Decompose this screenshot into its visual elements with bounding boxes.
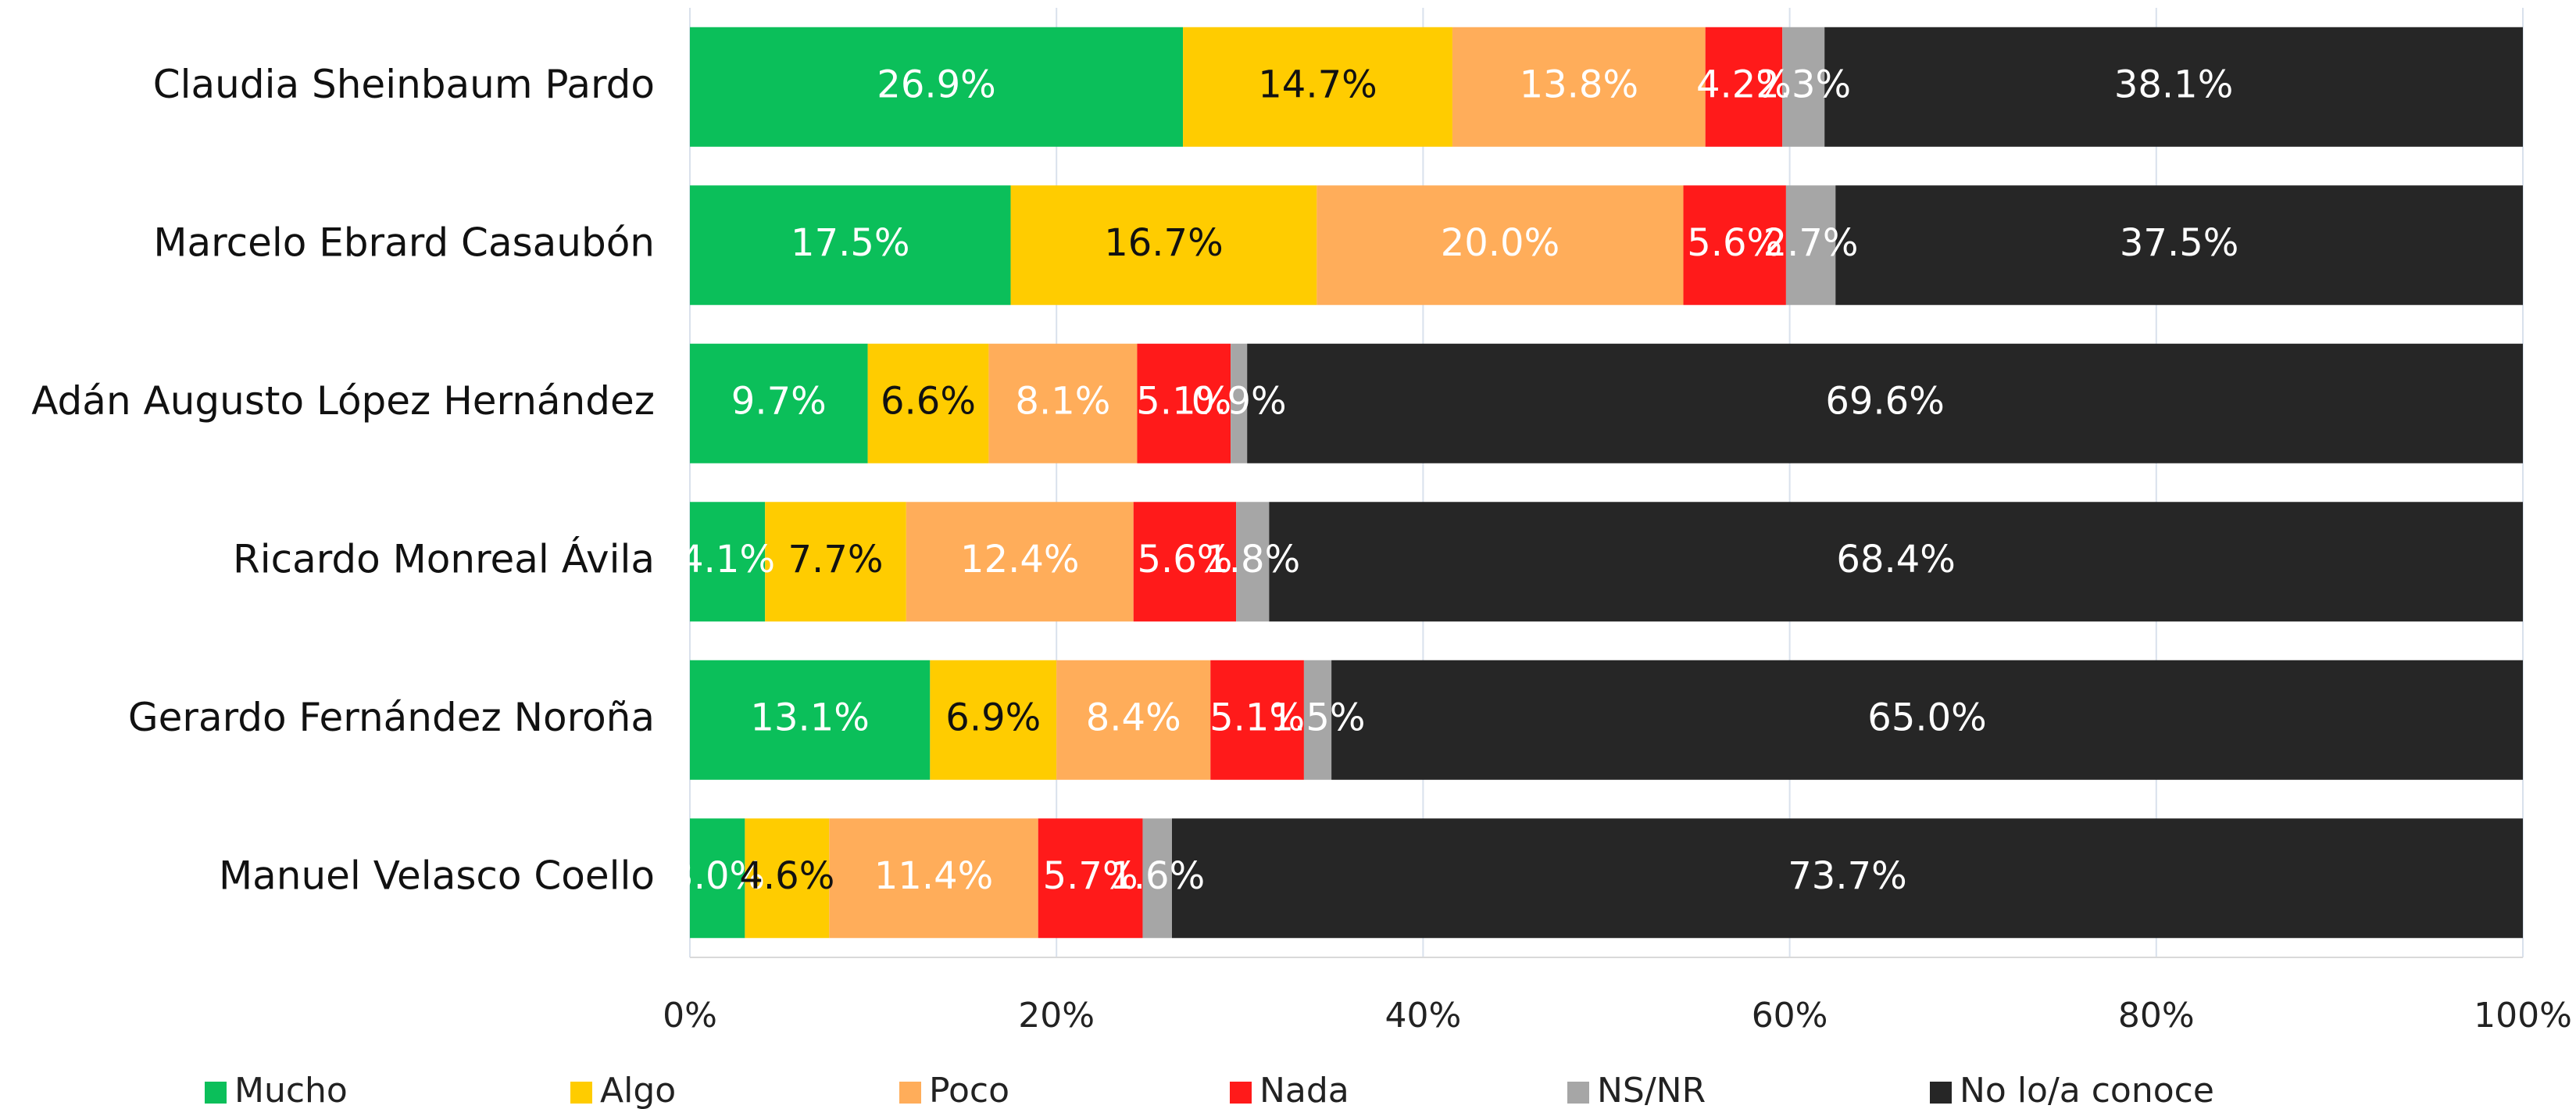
bar-segment xyxy=(988,343,1138,463)
bar-segment xyxy=(1236,502,1270,622)
data-label: 6.6% xyxy=(881,379,976,423)
legend-swatch xyxy=(1567,1082,1589,1104)
data-label: 69.6% xyxy=(1825,379,1944,423)
data-label: 9.7% xyxy=(731,379,827,423)
data-label: 65.0% xyxy=(1867,696,1986,739)
legend-swatch xyxy=(1230,1082,1252,1104)
bar-segment xyxy=(1705,27,1783,147)
data-label: 1.8% xyxy=(1205,538,1300,581)
bar-segment xyxy=(1317,185,1684,306)
bar-segment xyxy=(1269,502,2523,622)
bar-segment xyxy=(1835,185,2523,306)
bar-segment xyxy=(867,343,989,463)
legend-label: Poco xyxy=(929,1071,1009,1109)
bar-segment xyxy=(1452,27,1706,147)
bar-segment xyxy=(1142,818,1172,939)
bar-segment xyxy=(765,502,906,622)
data-label: 5.7% xyxy=(1043,854,1138,898)
bar-segment xyxy=(1210,660,1304,780)
category-label: Claudia Sheinbaum Pardo xyxy=(153,62,655,107)
data-label: 1.5% xyxy=(1270,696,1366,739)
legend-label: NS/NR xyxy=(1597,1071,1706,1109)
bar-segment xyxy=(930,660,1057,780)
data-label: 11.4% xyxy=(874,854,993,898)
data-label: 4.6% xyxy=(739,854,834,898)
bar-segment xyxy=(1824,27,2523,147)
data-label: 2.7% xyxy=(1763,221,1859,265)
bar-segment xyxy=(690,818,745,939)
data-label: 8.4% xyxy=(1086,696,1181,739)
data-label: 14.7% xyxy=(1258,63,1377,106)
bar-segment xyxy=(690,502,766,622)
data-label: 5.6% xyxy=(1687,221,1782,265)
legend-label: Mucho xyxy=(234,1071,348,1109)
x-tick-label: 20% xyxy=(1018,996,1095,1036)
category-label: Ricardo Monreal Ávila xyxy=(233,535,655,581)
x-tick-label: 0% xyxy=(663,996,717,1036)
data-label: 2.3% xyxy=(1756,63,1851,106)
data-label: 6.9% xyxy=(945,696,1041,739)
data-label: 13.8% xyxy=(1520,63,1638,106)
category-label: Adán Augusto López Hernández xyxy=(31,378,655,424)
bar-segment xyxy=(1137,343,1231,463)
bar-segment xyxy=(690,343,868,463)
bar-segment xyxy=(1785,185,1836,306)
legend-swatch xyxy=(899,1082,921,1104)
bar-segment xyxy=(1038,818,1143,939)
x-tick-label: 100% xyxy=(2474,996,2572,1036)
x-tick-label: 60% xyxy=(1752,996,1828,1036)
bar-segment xyxy=(1010,185,1317,306)
data-label: 13.1% xyxy=(750,696,869,739)
bar-segment xyxy=(1303,660,1332,780)
bar-segment xyxy=(1171,818,2523,939)
data-label: 5.1% xyxy=(1136,379,1231,423)
data-label: 7.7% xyxy=(788,538,884,581)
legend-label: Algo xyxy=(600,1071,676,1109)
bar-segment xyxy=(1231,343,1248,463)
bar-segment xyxy=(690,660,931,780)
legend-label: Nada xyxy=(1259,1071,1349,1109)
data-label: 37.5% xyxy=(2120,221,2238,265)
data-label: 1.6% xyxy=(1109,854,1205,898)
data-label: 68.4% xyxy=(1836,538,1955,581)
data-label: 20.0% xyxy=(1441,221,1560,265)
bar-segment xyxy=(690,27,1184,147)
bar-segment xyxy=(690,185,1011,306)
data-label: 16.7% xyxy=(1104,221,1223,265)
data-label: 0.9% xyxy=(1192,379,1287,423)
bar-segment xyxy=(745,818,830,939)
bar-segment xyxy=(1782,27,1825,147)
data-label: 26.9% xyxy=(877,63,995,106)
legend-swatch xyxy=(1930,1082,1952,1104)
category-label: Manuel Velasco Coello xyxy=(219,853,655,898)
bar-segment xyxy=(1247,343,2523,463)
data-label: 4.1% xyxy=(680,538,775,581)
data-label: 12.4% xyxy=(960,538,1079,581)
data-label: 4.2% xyxy=(1696,63,1792,106)
legend-label: No lo/a conoce xyxy=(1960,1071,2214,1109)
category-label: Gerardo Fernández Noroña xyxy=(128,695,655,740)
data-label: 38.1% xyxy=(2114,63,2233,106)
x-tick-label: 40% xyxy=(1385,996,1462,1036)
bar-segment xyxy=(1683,185,1786,306)
legend-swatch xyxy=(570,1082,592,1104)
bar-segment xyxy=(1183,27,1452,147)
data-label: 5.1% xyxy=(1209,696,1305,739)
bar-segment xyxy=(1133,502,1237,622)
bar-segment xyxy=(906,502,1134,622)
data-label: 8.1% xyxy=(1015,379,1110,423)
data-label: 17.5% xyxy=(791,221,909,265)
bar-segment xyxy=(1056,660,1211,780)
legend-swatch xyxy=(205,1082,227,1104)
data-label: 3.0% xyxy=(670,854,765,898)
data-label: 73.7% xyxy=(1788,854,1906,898)
category-label: Marcelo Ebrard Casaubón xyxy=(153,220,655,265)
bar-segment xyxy=(829,818,1038,939)
data-label: 5.6% xyxy=(1137,538,1232,581)
x-tick-label: 80% xyxy=(2118,996,2195,1036)
bar-segment xyxy=(1331,660,2523,780)
